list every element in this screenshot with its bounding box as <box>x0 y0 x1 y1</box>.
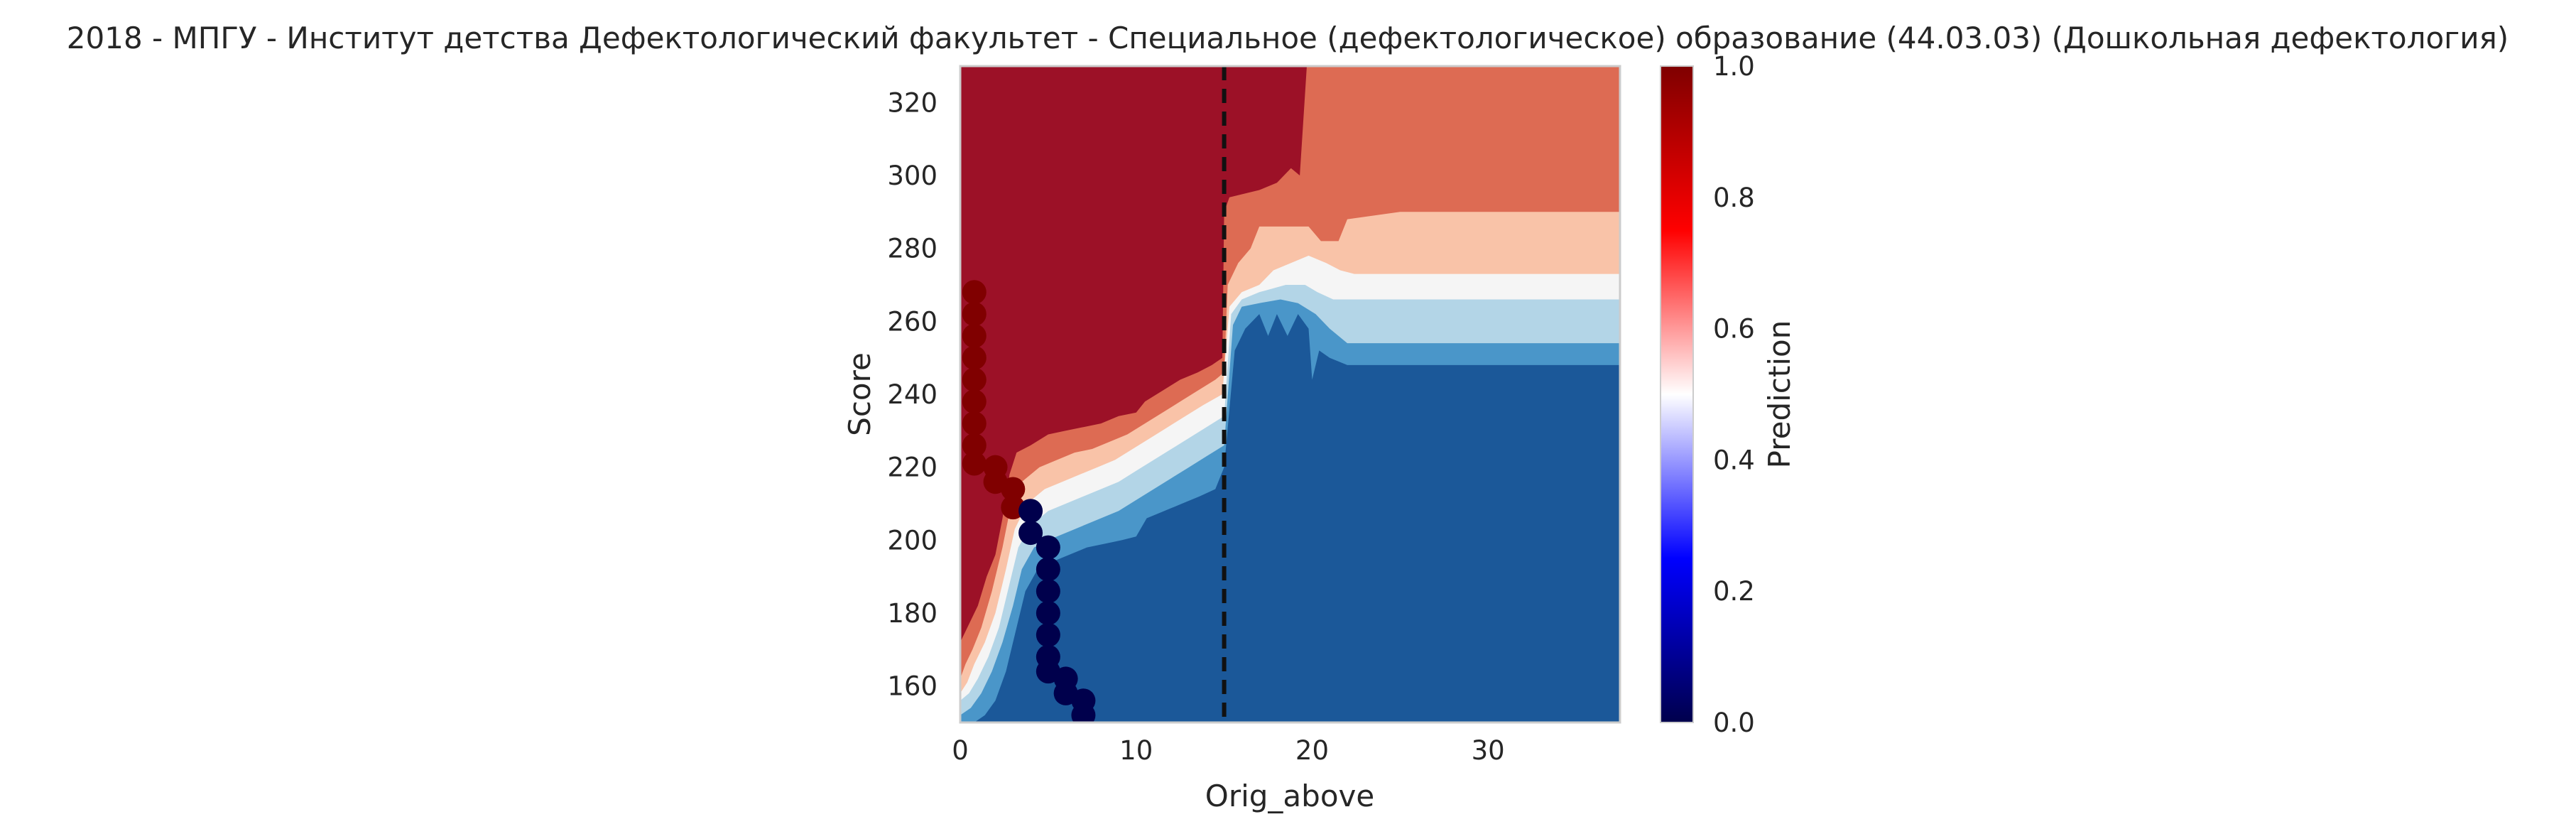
y-tick-label: 260 <box>887 306 938 337</box>
data-point <box>1018 499 1043 524</box>
y-tick-label: 180 <box>887 598 938 629</box>
y-axis-ticks: 160 180 200 220 240 260 280 300 320 <box>887 87 938 701</box>
colorbar-label: Prediction <box>1762 320 1797 469</box>
y-tick-label: 300 <box>887 161 938 191</box>
chart-title: 2018 - МПГУ - Институт детства Дефектоло… <box>67 21 2509 55</box>
y-axis-label: Score <box>842 352 877 436</box>
data-point <box>962 345 987 370</box>
data-point <box>962 280 987 305</box>
data-point <box>962 451 987 476</box>
x-axis-label: Orig_above <box>1205 779 1374 813</box>
x-tick-label: 0 <box>952 735 969 766</box>
y-tick-label: 240 <box>887 379 938 410</box>
colorbar-tick-label: 0.0 <box>1713 708 1755 738</box>
x-tick-label: 10 <box>1119 735 1153 766</box>
colorbar-tick-label: 0.8 <box>1713 183 1755 213</box>
y-tick-label: 220 <box>887 453 938 483</box>
data-point <box>962 389 987 414</box>
data-point <box>1001 477 1026 502</box>
data-point <box>1036 601 1060 625</box>
colorbar-ticks: 0.0 0.2 0.4 0.6 0.8 1.0 <box>1713 51 1755 738</box>
scatter-points <box>962 280 1096 722</box>
y-tick-label: 160 <box>887 671 938 702</box>
data-point <box>962 367 987 392</box>
y-tick-label: 200 <box>887 525 938 556</box>
data-point <box>1036 579 1060 604</box>
colorbar-tick-label: 0.2 <box>1713 576 1755 607</box>
data-point <box>1036 535 1060 560</box>
data-point <box>1071 703 1096 722</box>
data-point <box>962 302 987 327</box>
x-axis-ticks: 0 10 20 30 <box>952 735 1505 766</box>
x-tick-label: 20 <box>1295 735 1329 766</box>
data-point <box>1036 557 1060 582</box>
colorbar-tick-label: 0.6 <box>1713 314 1755 345</box>
data-point <box>962 411 987 436</box>
colorbar: 0.0 0.2 0.4 0.6 0.8 1.0 Prediction <box>1660 51 1797 738</box>
colorbar-tick-label: 1.0 <box>1713 51 1755 82</box>
y-tick-label: 320 <box>887 87 938 118</box>
plot-frame <box>959 65 1621 724</box>
data-point <box>1018 521 1043 546</box>
contour-region-6 <box>960 66 1620 643</box>
contour-fill <box>960 66 1620 722</box>
colorbar-tick-label: 0.4 <box>1713 445 1755 475</box>
colorbar-gradient <box>1660 65 1694 723</box>
data-point <box>962 433 987 457</box>
y-tick-label: 280 <box>887 234 938 264</box>
x-tick-label: 30 <box>1472 735 1505 766</box>
plot-area <box>960 66 1620 722</box>
data-point <box>1036 622 1060 647</box>
data-point <box>962 323 987 348</box>
